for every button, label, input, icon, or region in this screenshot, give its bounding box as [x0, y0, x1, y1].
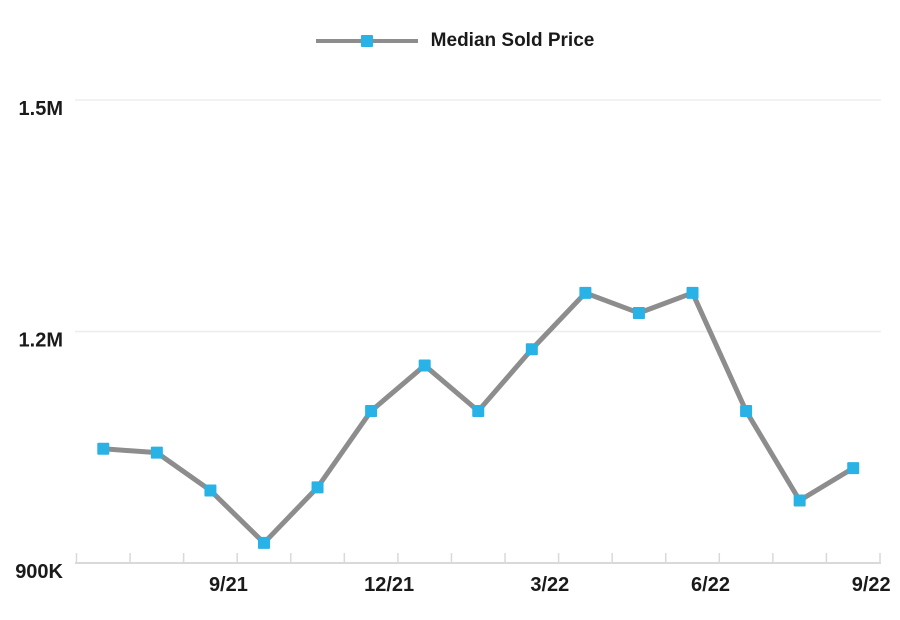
data-point-marker[interactable] — [579, 286, 592, 299]
data-point-marker[interactable] — [472, 404, 485, 417]
legend-marker-icon — [360, 35, 373, 47]
series-line-median-sold-price — [100, 290, 856, 546]
data-point-marker[interactable] — [311, 481, 324, 494]
data-point-marker[interactable] — [418, 359, 431, 372]
legend-swatch — [315, 30, 418, 52]
data-point-marker[interactable] — [686, 286, 699, 299]
x-axis-tick-label: 12/21 — [364, 574, 414, 596]
data-point-marker[interactable] — [632, 306, 645, 319]
data-point-marker[interactable] — [793, 494, 806, 507]
legend-item-median-sold-price[interactable]: Median Sold Price — [315, 30, 595, 52]
x-axis-tick-label: 9/21 — [209, 574, 248, 596]
x-axis-tick-label: 3/22 — [530, 574, 569, 596]
data-point-marker[interactable] — [525, 343, 538, 356]
data-point-marker[interactable] — [365, 404, 378, 417]
x-axis-tick-label: 9/22 — [852, 574, 891, 596]
data-point-marker[interactable] — [740, 404, 753, 417]
y-axis-tick-label: 1.5M — [19, 98, 63, 120]
y-axis-tick-label: 900K — [15, 561, 63, 583]
legend: Median Sold Price — [0, 30, 900, 52]
data-point-marker[interactable] — [150, 446, 163, 459]
data-point-marker[interactable] — [257, 536, 270, 549]
y-axis-tick-label: 1.2M — [19, 330, 63, 352]
data-point-marker[interactable] — [204, 484, 217, 497]
data-point-marker[interactable] — [847, 462, 860, 475]
data-point-marker[interactable] — [97, 442, 110, 455]
legend-label: Median Sold Price — [430, 30, 595, 51]
x-axis-tick-label: 6/22 — [691, 574, 730, 596]
